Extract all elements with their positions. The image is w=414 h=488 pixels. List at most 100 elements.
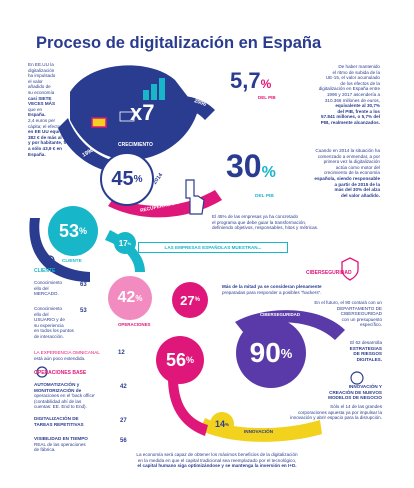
row-label: AUTOMATIZACIÓN y (34, 382, 80, 387)
row-label: VISIBILIDAD EN TIEMPO (34, 436, 88, 441)
text-line: VECES MÁS (28, 101, 56, 107)
innovation-text: Sólo el 14 de las grandes corporaciones … (240, 404, 382, 421)
text-line: ESTRATEGIAS (349, 345, 382, 351)
text-line: CREACIÓN DE NUEVOS (329, 389, 382, 395)
row-label: Conocimiento (34, 306, 63, 311)
empresas-banner: LAS EMPRESAS ESPAÑOLAS MUESTRAN... (138, 242, 288, 253)
ue15-text: De haber mantenido el ritmo de subida de… (262, 64, 380, 126)
text-line: INNOVACIÓN Y (348, 384, 382, 389)
text-line: definiendo objetivos, responsables, hito… (212, 225, 319, 231)
text-line: cápita; el efecto (28, 123, 61, 129)
footer-text: La economía será capaz de obtener los má… (52, 452, 382, 469)
text-line: CIBERSEGURIDAD (340, 311, 382, 317)
ciber-band-label: CIBERSEGURIDAD (260, 312, 301, 317)
x7-bar-2 (151, 84, 157, 100)
text-line: del valor añadido. (340, 192, 380, 198)
text-line: En EE.UU la (28, 62, 54, 67)
ciber-risk-text: El 62 desarrolla ESTRATEGIAS DE RIESGOS … (310, 340, 382, 362)
text-line: 310.366 millones de euros, (324, 97, 380, 103)
stat-17-circle: 17% (114, 232, 136, 254)
text-line: De haber mantenido (338, 64, 380, 69)
stat-30-unit: % (261, 164, 276, 181)
stat-57: 5,7% (230, 68, 271, 94)
stat-30: 30% (226, 148, 276, 185)
program-text: El 45% de las empresas ya ha concretado … (212, 214, 382, 231)
bulb-icon (350, 371, 364, 385)
stat-56-value: 56 (165, 349, 186, 370)
ciber-heading: CIBERSEGURIDAD (306, 270, 352, 276)
stat-27-value: 27 (180, 292, 195, 308)
row-label: MONITORIZACIÓN de (34, 387, 82, 393)
cliente-row-3-value: 12 (118, 350, 125, 356)
text-line: DEPARTAMENTO DE (336, 305, 382, 311)
stat-57-value: 5,7 (230, 68, 261, 93)
text-line: España. (28, 151, 46, 157)
pointer-icon (185, 179, 205, 215)
text-line: a sólo 43,9 € en (28, 145, 62, 151)
text-line: 382 € de más al año (28, 134, 72, 140)
text-line: digitalización en España entre (318, 86, 380, 92)
text-line: el programa que debe guiar la transforma… (212, 219, 307, 225)
row-label: DIGITALIZACIÓN DE (34, 416, 79, 421)
text-line: DIGITALES. (356, 356, 382, 362)
cliente-row-1-value: 63 (80, 282, 87, 288)
row-label: está aún poco extendida. (34, 355, 86, 361)
recovery-text: Cuando en 2014 la situación ha comenzado… (280, 148, 380, 198)
text-line: UE-15, el valor acumulado (325, 75, 380, 81)
stat-14-value: 14 (214, 419, 225, 429)
stat-42-unit: % (135, 293, 143, 303)
ops-row-3-value: 56 (120, 438, 127, 444)
text-line: En el futuro, el 90 contará con un (314, 300, 382, 305)
ops-band-curve (168, 378, 208, 436)
row-label: MERCADO. (34, 291, 59, 297)
text-line: La economía será capaz de obtener los má… (136, 452, 298, 457)
text-line: casi SIETE (28, 95, 52, 101)
text-line: el capital humano siga optimizándose y s… (137, 463, 297, 469)
stat-90-unit: % (280, 345, 293, 361)
stat-57-unit: % (260, 77, 272, 91)
innovation-heading: INNOVACIÓN Y CREACIÓN DE NUEVOS MODELOS … (300, 384, 382, 401)
cliente-heading: CLIENTE (34, 268, 56, 274)
operaciones-band-label: OPERACIONES (118, 322, 151, 327)
text-line: en EE UU equivale a (28, 129, 73, 135)
stat-45-circle: 45% (100, 152, 154, 206)
text-line: innovación y abrir espacio para la disru… (290, 415, 382, 421)
stat-53-value: 53 (58, 220, 79, 241)
stat-27-circle: 27% (172, 282, 208, 318)
text-line: española, siendo responsable (314, 175, 380, 181)
text-line: de los efectos de la (340, 80, 380, 86)
text-line: El 45% de las empresas ya ha concretado (212, 214, 299, 219)
crecimiento-label: CRECIMIENTO (118, 142, 153, 148)
cliente-row-1: Conocimiento ello del MERCADO. (34, 280, 94, 297)
usa-comparison-text: En EE.UU la digitalización ha impulsado … (28, 62, 88, 157)
text-line: Cuando en 2014 la situación ha (315, 148, 380, 153)
stat-56-unit: % (186, 355, 195, 365)
row-label: USUARIO y de (34, 317, 65, 323)
text-line: específico. (360, 322, 382, 328)
x7-bar-1 (143, 90, 149, 100)
stat-14-circle: 14% (210, 412, 234, 436)
text-line: y por habitante, frente (28, 140, 77, 146)
text-line: en la medida en que el capital tradicion… (137, 457, 297, 463)
cliente-band-label: CLIENTE (62, 258, 82, 263)
shield-icon (341, 257, 359, 281)
text-line: el ritmo de subida de la (332, 69, 381, 75)
text-line: 2,4 euros per (28, 117, 56, 123)
stat-90-circle: 90% (236, 318, 306, 388)
cliente-row-3: LA EXPERIENCIA OMNICANAL está aún poco e… (34, 350, 114, 361)
text-line: digitalización (28, 67, 55, 73)
operaciones-heading: OPERACIONES BASE (34, 370, 87, 376)
person-icon (45, 255, 55, 265)
row-label: cuentas: EE. End to End). (34, 404, 87, 410)
stat-42-circle: 42% (108, 276, 152, 320)
text-line: DE RIESGOS (353, 351, 382, 357)
stat-53-circle: 53% (48, 206, 98, 256)
row-label: LA EXPERIENCIA OMNICANAL (34, 350, 100, 355)
ops-row-1-value: 42 (120, 384, 127, 390)
text-line: con un presupuesto (341, 316, 382, 322)
text-line: más del 30% del alza (334, 187, 380, 193)
text-line: del PIB, frente a los (337, 108, 380, 114)
stat-45-unit: % (133, 173, 143, 185)
ops-row-1: AUTOMATIZACIÓN y MONITORIZACIÓN de opera… (34, 382, 112, 410)
text-line: MODELOS DE NEGOCIO (328, 395, 382, 401)
